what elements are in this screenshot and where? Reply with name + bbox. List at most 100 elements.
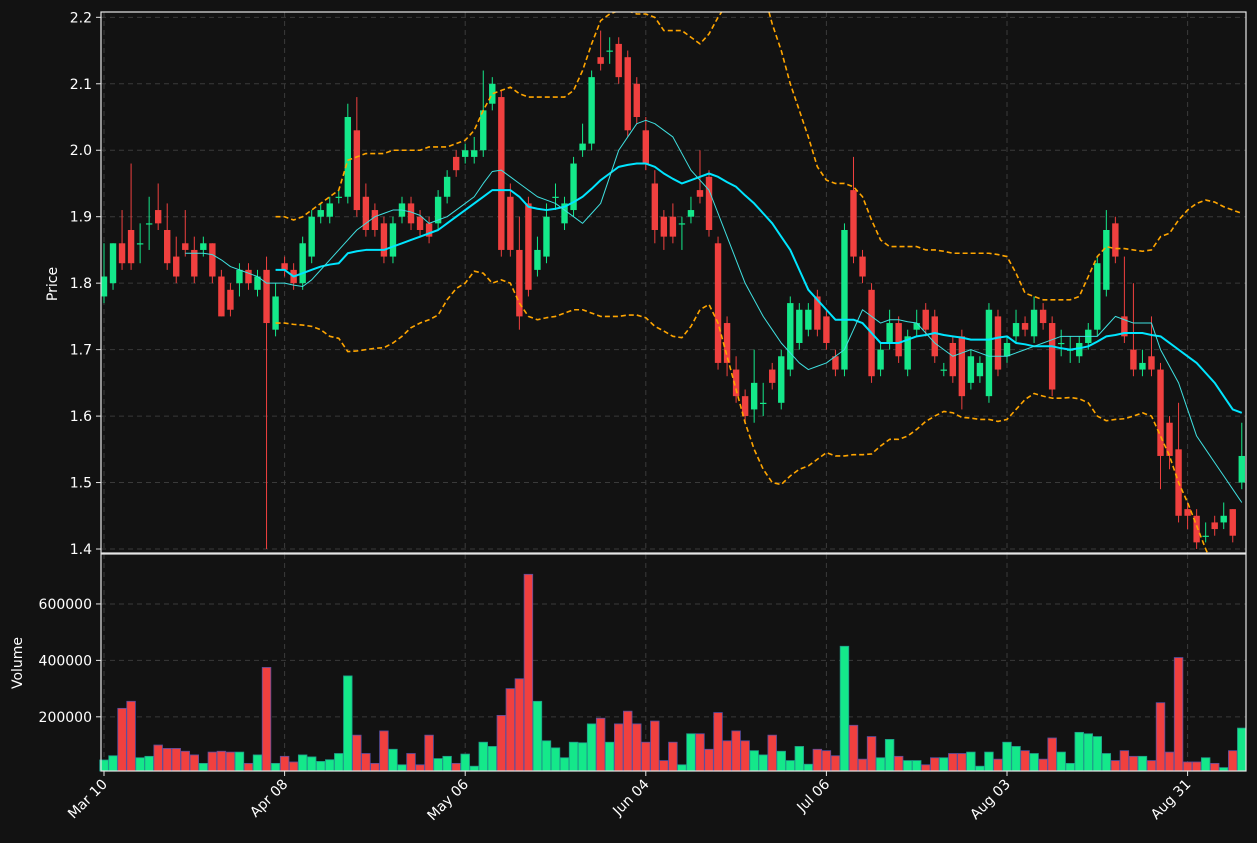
moving-average bbox=[275, 162, 1243, 414]
volume-axis-label: Volume bbox=[10, 637, 26, 689]
volume-bar bbox=[306, 756, 317, 772]
candle-body bbox=[1202, 535, 1209, 537]
volume-bar bbox=[559, 757, 570, 772]
volume-bar bbox=[550, 747, 561, 772]
candle-body bbox=[741, 396, 749, 417]
volume-bar bbox=[126, 700, 136, 772]
volume-bar bbox=[740, 740, 750, 772]
candle-body bbox=[949, 342, 957, 377]
candle-body bbox=[958, 336, 966, 397]
volume-bar bbox=[912, 760, 922, 772]
volume-bar bbox=[379, 730, 389, 772]
candle-body bbox=[1048, 323, 1056, 390]
candle-body bbox=[615, 43, 622, 78]
y-tick-label: 1.4 bbox=[70, 542, 92, 558]
candle-body bbox=[606, 50, 613, 52]
volume-bar bbox=[316, 761, 326, 772]
candle-body bbox=[832, 356, 839, 370]
candle-body bbox=[696, 190, 704, 197]
candle-body bbox=[1157, 369, 1164, 456]
candle-body bbox=[660, 216, 668, 237]
volume-bar bbox=[794, 746, 805, 772]
volume-bar bbox=[487, 746, 497, 772]
volume-bar bbox=[803, 763, 814, 772]
volume-bar bbox=[1173, 657, 1184, 772]
price-frame bbox=[100, 11, 1247, 554]
candle-body bbox=[127, 229, 135, 264]
volume-bar bbox=[361, 753, 371, 772]
candle-body bbox=[1121, 316, 1128, 337]
volume-bar bbox=[406, 753, 416, 772]
candle-body bbox=[236, 269, 243, 284]
volume-bar bbox=[586, 723, 597, 772]
volume-bar bbox=[776, 750, 786, 772]
volume-bar bbox=[207, 751, 218, 772]
candle-body bbox=[362, 196, 370, 230]
candle-body bbox=[633, 83, 640, 118]
y-tick-label: 200000 bbox=[39, 710, 92, 726]
y-tick-label: 1.7 bbox=[70, 343, 92, 359]
volume-bar bbox=[704, 748, 714, 772]
candle-body bbox=[1012, 323, 1020, 337]
candle-body bbox=[164, 229, 171, 264]
volume-bar bbox=[604, 741, 615, 772]
candle-body bbox=[1229, 509, 1236, 536]
candle-body bbox=[407, 203, 415, 224]
volume-bar bbox=[848, 724, 859, 772]
y-axis-label: Price bbox=[45, 267, 61, 301]
volume-bar bbox=[261, 667, 272, 772]
band-line bbox=[275, 270, 1209, 553]
volume-bar bbox=[614, 723, 624, 772]
volume-bar bbox=[758, 754, 768, 772]
candle-body bbox=[452, 156, 460, 171]
candle-body bbox=[678, 223, 686, 225]
candle-body bbox=[209, 243, 216, 277]
volume-bar bbox=[812, 748, 823, 772]
volume-bar bbox=[984, 751, 994, 772]
candle-body bbox=[136, 243, 144, 245]
volume-bar bbox=[1011, 746, 1021, 772]
candle-body bbox=[254, 276, 261, 290]
candle-body bbox=[1094, 263, 1101, 330]
volume-bar bbox=[234, 751, 245, 772]
candle-body bbox=[1238, 455, 1245, 483]
volume-frame bbox=[100, 553, 1247, 772]
y-tick-label: 600000 bbox=[39, 597, 92, 613]
volume-bar bbox=[966, 751, 976, 772]
candle-body bbox=[109, 243, 117, 284]
candle-body bbox=[299, 243, 306, 284]
y-tick-label: 1.5 bbox=[70, 476, 92, 492]
candle-body bbox=[371, 210, 379, 230]
volume-bar bbox=[1182, 761, 1193, 772]
candle-body bbox=[344, 117, 352, 197]
candle-body bbox=[769, 369, 776, 383]
candle-body bbox=[732, 369, 740, 397]
volume-panel bbox=[99, 573, 1247, 772]
volume-bar bbox=[650, 720, 660, 772]
candle-body bbox=[335, 196, 342, 198]
candle-body bbox=[101, 276, 108, 297]
volume-bar bbox=[884, 738, 895, 772]
moving-average bbox=[185, 119, 1243, 503]
candle-body bbox=[552, 196, 559, 198]
volume-bar bbox=[370, 762, 380, 772]
volume-bar bbox=[595, 717, 606, 772]
volume-bar bbox=[388, 748, 398, 772]
volume-bar bbox=[1038, 758, 1048, 772]
candle-body bbox=[1184, 509, 1191, 516]
volume-bar bbox=[397, 764, 407, 772]
candle-body bbox=[895, 323, 902, 357]
y-tick-label: 1.6 bbox=[70, 409, 92, 425]
volume-bar bbox=[731, 730, 741, 772]
candle-body bbox=[913, 323, 920, 330]
volume-bar bbox=[1020, 750, 1030, 772]
volume-bar bbox=[1029, 753, 1039, 772]
candle-body bbox=[687, 210, 695, 217]
volume-bar bbox=[722, 740, 732, 772]
candle-body bbox=[669, 216, 677, 237]
candle-body bbox=[651, 183, 659, 230]
candle-body bbox=[498, 97, 505, 250]
volume-bar bbox=[144, 755, 154, 772]
volume-bar bbox=[875, 757, 886, 772]
